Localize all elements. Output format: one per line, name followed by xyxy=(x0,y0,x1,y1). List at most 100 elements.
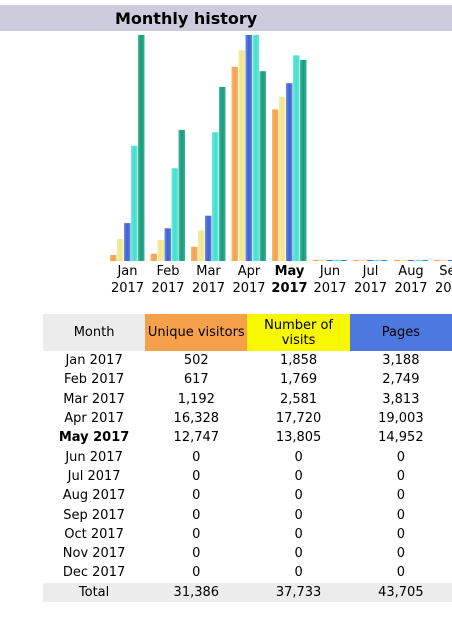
bar-visits-may-2017 xyxy=(279,96,286,261)
month-label-year: 2017 xyxy=(151,281,185,296)
row-unique-visitors: 617 xyxy=(183,372,209,388)
bar-visits-jul-2017 xyxy=(360,260,367,261)
row-pages: 0 xyxy=(396,565,405,581)
row-visits: 13,805 xyxy=(275,430,322,446)
row-pages: 19,003 xyxy=(378,411,424,427)
table-row: Oct 2017 0 0 0 xyxy=(43,525,452,544)
bar-bandwidth-aug-2017 xyxy=(421,260,428,261)
row-month: Sep 2017 xyxy=(63,507,125,523)
table-row: Dec 2017 0 0 0 xyxy=(43,563,452,582)
row-unique-visitors: 0 xyxy=(192,565,201,581)
row-month: Nov 2017 xyxy=(62,546,126,562)
bar-hits-jun-2017 xyxy=(333,260,340,261)
month-label-name: Mar xyxy=(196,264,221,279)
bar-bandwidth-jun-2017 xyxy=(340,260,347,261)
table-row: Feb 2017 617 1,769 2,749 xyxy=(43,370,452,389)
row-unique-visitors: 0 xyxy=(192,468,201,484)
bar-unique-visitors-jun-2017 xyxy=(312,260,319,261)
month-label: Jun 2017 xyxy=(310,263,351,297)
row-visits: 1,858 xyxy=(279,353,318,369)
table-row: Apr 2017 16,328 17,720 19,003 xyxy=(43,409,452,428)
bar-hits-mar-2017 xyxy=(212,132,219,261)
bar-hits-feb-2017 xyxy=(171,168,178,261)
bar-hits-jul-2017 xyxy=(374,260,381,261)
bar-visits-apr-2017 xyxy=(238,50,245,261)
bar-pages-jan-2017 xyxy=(124,223,131,261)
table-row: Jan 2017 502 1,858 3,188 xyxy=(43,351,452,370)
row-month: Jul 2017 xyxy=(67,468,121,484)
month-label: Sep 2017 xyxy=(431,263,452,297)
month-label: Mar 2017 xyxy=(188,263,229,297)
row-visits: 0 xyxy=(294,507,303,523)
month-label-year: 2017 xyxy=(191,281,226,296)
bar-visits-mar-2017 xyxy=(198,230,205,261)
bar-hits-aug-2017 xyxy=(414,260,421,261)
bar-bandwidth-jan-2017 xyxy=(138,35,145,261)
month-label-year: 2017 xyxy=(313,281,347,296)
bar-pages-mar-2017 xyxy=(205,215,212,261)
month-label-year: 2017 xyxy=(271,281,308,296)
table-body: Jan 2017 502 1,858 3,188 Feb 2017 617 1,769 2,7… xyxy=(43,351,452,583)
row-visits: 0 xyxy=(294,449,303,465)
col-header-visits: Number of visits xyxy=(247,314,350,351)
bar-pages-feb-2017 xyxy=(164,228,171,261)
month-label-year: 2017 xyxy=(110,281,145,296)
total-pages: 43,705 xyxy=(349,582,452,602)
month-label-name: May xyxy=(274,264,305,279)
bar-visits-feb-2017 xyxy=(157,240,164,261)
bar-pages-apr-2017 xyxy=(245,35,252,261)
bar-unique-visitors-sep-2017 xyxy=(434,260,441,261)
row-month: Feb 2017 xyxy=(63,372,125,388)
row-unique-visitors: 0 xyxy=(192,526,201,542)
row-pages: 14,952 xyxy=(378,430,424,446)
row-pages: 3,813 xyxy=(382,391,420,407)
table-row: Mar 2017 1,192 2,581 3,813 xyxy=(43,390,452,409)
month-label-name: Apr xyxy=(237,264,261,279)
bar-unique-visitors-jul-2017 xyxy=(353,260,360,261)
row-visits: 0 xyxy=(294,488,303,504)
bar-visits-jan-2017 xyxy=(117,238,124,261)
month-label: May 2017 xyxy=(269,263,310,297)
row-pages: 2,749 xyxy=(382,372,420,388)
table-row: Nov 2017 0 0 0 xyxy=(43,544,452,563)
month-label: Jul 2017 xyxy=(350,263,391,297)
bar-pages-jul-2017 xyxy=(367,260,374,261)
row-pages: 0 xyxy=(396,526,405,542)
table-row: May 2017 12,747 13,805 14,952 xyxy=(43,428,452,447)
row-unique-visitors: 0 xyxy=(192,449,201,465)
month-axis-labels: Jan 2017 Feb 2017 Mar 2017 Apr 2017 May 2017 Jun 20… xyxy=(0,263,452,301)
month-label: Jan 2017 xyxy=(107,263,148,297)
bar-unique-visitors-jan-2017 xyxy=(110,255,117,261)
section-title: Monthly history xyxy=(115,9,258,28)
row-unique-visitors: 1,192 xyxy=(177,391,215,407)
row-visits: 0 xyxy=(294,468,303,484)
bar-unique-visitors-mar-2017 xyxy=(191,246,198,261)
month-label-name: Feb xyxy=(156,264,180,279)
row-month: Dec 2017 xyxy=(62,565,126,581)
bar-unique-visitors-feb-2017 xyxy=(150,253,157,261)
bar-unique-visitors-aug-2017 xyxy=(393,260,400,261)
bar-visits-aug-2017 xyxy=(400,260,407,261)
row-month: Oct 2017 xyxy=(64,526,124,542)
month-label-year: 2017 xyxy=(434,281,452,296)
bar-pages-aug-2017 xyxy=(407,260,414,261)
bar-visits-sep-2017 xyxy=(441,260,448,261)
month-label-name: Jan xyxy=(117,264,138,279)
bar-bandwidth-may-2017 xyxy=(300,59,307,262)
table-header-row: Month Unique visitors Number of visits P… xyxy=(43,314,452,351)
row-month: Apr 2017 xyxy=(64,411,124,427)
row-pages: 3,188 xyxy=(382,353,420,369)
table-row: Jul 2017 0 0 0 xyxy=(43,467,452,486)
row-month: May 2017 xyxy=(58,430,130,446)
bar-hits-jan-2017 xyxy=(131,145,138,261)
row-unique-visitors: 0 xyxy=(192,546,201,562)
row-visits: 2,581 xyxy=(279,391,318,407)
bar-bandwidth-apr-2017 xyxy=(259,71,266,261)
col-header-pages: Pages xyxy=(349,314,452,351)
row-pages: 0 xyxy=(396,449,405,465)
bar-bandwidth-mar-2017 xyxy=(219,87,226,261)
month-label-year: 2017 xyxy=(353,281,388,296)
col-header-month: Month xyxy=(43,314,146,351)
month-label-name: Aug xyxy=(398,264,424,279)
table-total-row: Total 31,386 37,733 43,705 xyxy=(43,582,452,602)
